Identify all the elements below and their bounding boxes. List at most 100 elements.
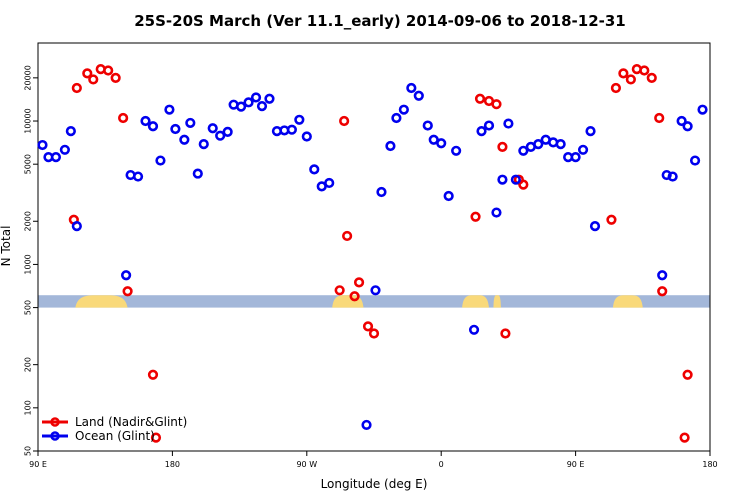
land-point [71, 82, 82, 94]
land-point [334, 285, 345, 296]
ocean-point [140, 115, 151, 127]
y-tick-label: 200 [24, 357, 33, 372]
land-segment [612, 295, 643, 308]
land-point [110, 72, 121, 83]
land-point [122, 286, 133, 297]
ocean-point [59, 144, 70, 155]
chart-title: 25S-20S March (Ver 11.1_early) 2014-09-0… [134, 12, 626, 30]
x-tick-label: 90 E [567, 460, 585, 469]
ocean-point [503, 118, 514, 129]
ocean-point [370, 285, 381, 296]
plot-frame [37, 42, 711, 452]
land-point [618, 68, 629, 79]
ocean-point [689, 155, 701, 166]
y-axis-label: N Total [0, 226, 13, 267]
ocean-point [71, 221, 82, 232]
ocean-point [179, 134, 190, 145]
data-points [37, 64, 708, 443]
land-point [82, 68, 93, 79]
ocean-point [121, 270, 132, 281]
land-point [368, 328, 380, 339]
ocean-point [589, 221, 601, 232]
land-point [654, 112, 665, 124]
ocean-point [170, 123, 181, 135]
ocean-point [264, 93, 275, 104]
ocean-point [510, 174, 521, 185]
ocean-point [497, 174, 508, 185]
legend-ocean-label: Ocean (Glint) [75, 429, 155, 443]
legend-ocean-marker [50, 431, 60, 441]
land-point [103, 65, 114, 76]
ocean-point [324, 177, 335, 189]
land-segment [493, 295, 501, 308]
y-tick-label: 20000 [24, 65, 33, 90]
land-point [518, 179, 529, 190]
y-tick-label: 500 [24, 300, 33, 315]
land-point [342, 230, 353, 242]
ocean-point [198, 139, 209, 150]
ocean-point [682, 121, 693, 132]
ocean-point [235, 101, 247, 112]
ocean-point [250, 92, 262, 103]
ocean-point [436, 138, 447, 149]
land-point [118, 112, 129, 124]
y-tick-label: 10000 [24, 108, 33, 133]
land-point [606, 214, 617, 225]
legend: Land (Nadir&Glint) Ocean (Glint) [42, 415, 187, 443]
ocean-point [385, 140, 396, 152]
y-tick-label: 5000 [24, 154, 33, 174]
x-tick-label: 0 [439, 460, 444, 469]
ocean-point [491, 207, 502, 218]
ocean-point [577, 144, 589, 155]
ocean-point [192, 168, 203, 179]
ocean-point [570, 152, 581, 163]
land-point [646, 72, 657, 83]
land-segment [332, 295, 364, 308]
land-point [657, 286, 668, 297]
ocean-point [585, 126, 596, 137]
ocean-point [65, 126, 76, 137]
ocean-point [533, 139, 544, 150]
land-point [500, 328, 511, 339]
y-tick-label: 1000 [24, 254, 33, 274]
x-axis: 90 E 180 90 W 0 90 E 180 [29, 451, 718, 469]
ocean-point [406, 82, 417, 94]
ocean-point [422, 120, 433, 131]
land-point [353, 277, 365, 288]
land-point [147, 369, 159, 380]
land-point [474, 93, 486, 104]
ocean-point [361, 419, 372, 431]
ocean-point [667, 171, 678, 182]
ocean-point [286, 124, 297, 135]
ocean-point [147, 121, 159, 132]
land-point [339, 115, 350, 127]
land-segment [462, 295, 489, 308]
ocean-point [398, 104, 409, 115]
ocean-point [443, 190, 454, 202]
ocean-point [50, 152, 62, 163]
x-tick-label: 180 [702, 460, 717, 469]
ocean-point [155, 155, 166, 166]
ocean-point [37, 139, 48, 151]
ocean-point [376, 186, 387, 198]
ocean-point [243, 97, 254, 108]
land-segment [75, 295, 128, 308]
ocean-point [164, 104, 175, 115]
land-point [362, 321, 374, 332]
ocean-point [215, 130, 226, 141]
land-point [679, 432, 690, 443]
ocean-point [222, 126, 233, 137]
ocean-point [657, 270, 668, 281]
land-point [470, 211, 481, 222]
ocean-point [391, 112, 402, 124]
y-tick-label: 100 [24, 400, 33, 415]
land-point [150, 432, 162, 443]
x-axis-label: Longitude (deg E) [321, 477, 428, 491]
legend-land-label: Land (Nadir&Glint) [75, 415, 187, 429]
ocean-point [468, 324, 480, 335]
land-point [625, 74, 636, 85]
x-tick-label: 90 E [29, 460, 47, 469]
y-tick-label: 50 [24, 446, 33, 456]
ocean-point [301, 131, 312, 142]
